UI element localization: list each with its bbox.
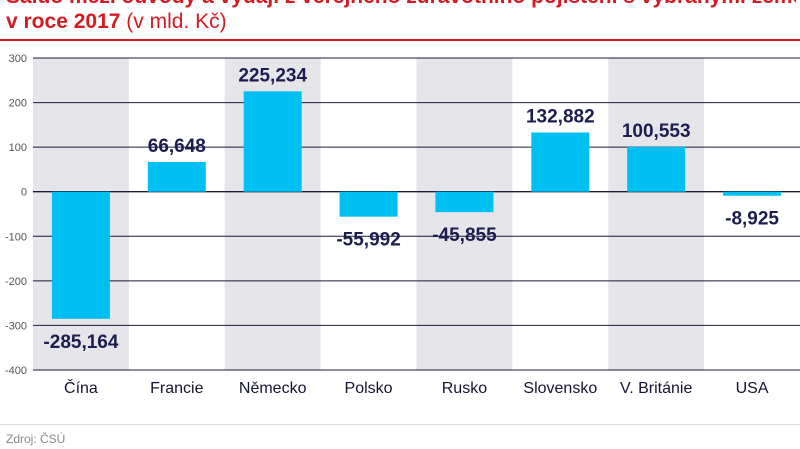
bar — [531, 132, 590, 192]
data-label: -8,925 — [725, 209, 779, 230]
x-tick-label: USA — [736, 380, 769, 397]
title-year: v roce 2017 — [6, 10, 121, 33]
value-label-layer: -285,164 66,648 225,234 -55,992 -45,855 132,8… — [43, 65, 779, 352]
data-label: 100,553 — [622, 121, 691, 142]
y-tick-label: 200 — [9, 98, 27, 110]
title-line-2: v roce 2017 (v mld. Kč) — [6, 9, 796, 34]
y-tick-label: -400 — [5, 365, 27, 377]
y-tick-label: 300 — [9, 53, 27, 65]
data-label: 66,648 — [148, 136, 206, 157]
bar — [243, 91, 302, 192]
x-tick-layer: Čína Francie Německo Polsko Rusko Slovensko V.… — [64, 378, 769, 397]
bar — [339, 191, 398, 217]
data-label: -55,992 — [336, 230, 400, 251]
y-tick-label: -100 — [5, 231, 27, 243]
grid-layer — [33, 57, 800, 371]
y-tick-label: -300 — [5, 320, 27, 332]
bar — [723, 191, 782, 196]
footer-divider — [0, 424, 800, 425]
title-unit: (v mld. Kč) — [126, 10, 227, 33]
x-tick-label: Čína — [64, 378, 98, 397]
chart-title: Saldo mezi odvody a výdaji z veřejného z… — [6, 0, 796, 34]
x-tick-label: Polsko — [345, 380, 393, 397]
category-band — [416, 58, 513, 370]
y-tick-label: -200 — [5, 276, 27, 288]
y-tick-label: 100 — [9, 142, 27, 154]
bar — [147, 162, 206, 192]
category-band — [608, 58, 705, 370]
bar-chart: -285,164 66,648 225,234 -55,992 -45,855 132,8… — [5, 53, 800, 397]
bar-layer — [51, 91, 782, 319]
y-tick-layer: 300 200 100 0 -100 -200 -300 -400 — [5, 53, 27, 377]
x-tick-label: Slovensko — [523, 380, 597, 397]
data-label: 225,234 — [238, 65, 307, 86]
source-note: Zdroj: ČSÚ — [6, 432, 66, 446]
x-tick-label: Německo — [239, 380, 307, 397]
bar — [51, 191, 110, 319]
x-tick-label: Francie — [150, 380, 203, 397]
y-tick-label: 0 — [21, 187, 27, 199]
bar — [435, 191, 494, 213]
bar — [627, 146, 686, 192]
x-tick-label: Rusko — [442, 380, 487, 397]
x-tick-label: V. Británie — [620, 380, 692, 397]
data-label: -285,164 — [43, 332, 118, 353]
data-label: -45,855 — [432, 225, 497, 246]
title-line-1: Saldo mezi odvody a výdaji z veřejného z… — [6, 0, 796, 9]
data-label: 132,882 — [526, 106, 595, 127]
title-rule — [0, 39, 800, 41]
